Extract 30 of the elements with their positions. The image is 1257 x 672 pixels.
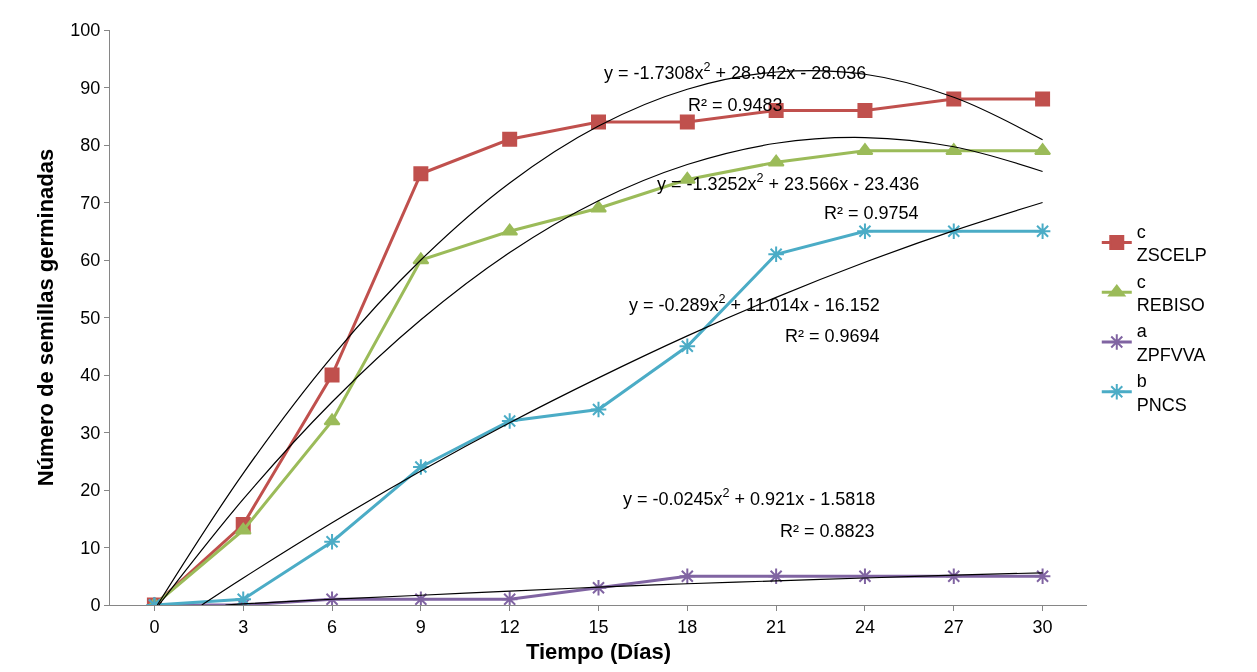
y-tick-label: 40 — [80, 365, 101, 386]
x-axis-title: Tiempo (Días) — [525, 639, 672, 665]
x-tick-label: 18 — [677, 616, 698, 637]
y-tick-label: 0 — [90, 595, 101, 616]
y-tick-label: 50 — [80, 307, 101, 328]
legend-label: b PNCS — [1136, 371, 1187, 415]
annotation: y = -0.0245x$^{2}$ + 0.921x - 1.5818 — [623, 486, 876, 509]
annotation: R² = 0.9483 — [688, 95, 783, 115]
x-tick-label: 27 — [943, 616, 964, 637]
y-tick-label: 30 — [80, 422, 101, 443]
x-tick-label: 12 — [499, 616, 520, 637]
y-tick-label: 90 — [80, 77, 101, 98]
annotation: R² = 0.8823 — [780, 521, 875, 541]
x-tick-label: 15 — [588, 616, 609, 637]
y-tick-label: 10 — [80, 537, 101, 558]
annotation: R² = 0.9694 — [785, 326, 880, 346]
x-tick-label: 3 — [238, 616, 249, 637]
x-tick-label: 6 — [327, 616, 338, 637]
y-tick-label: 60 — [80, 250, 101, 271]
annotation: R² = 0.9754 — [824, 203, 919, 223]
x-tick-label: 30 — [1032, 616, 1053, 637]
x-tick-label: 21 — [766, 616, 787, 637]
y-axis-title: Número de semillas germinadas — [33, 148, 59, 487]
x-tick-label: 0 — [149, 616, 160, 637]
x-tick-label: 24 — [854, 616, 875, 637]
y-tick-label: 80 — [80, 135, 101, 156]
y-tick-label: 70 — [80, 192, 101, 213]
y-tick-label: 100 — [70, 20, 101, 41]
x-tick-label: 9 — [415, 616, 426, 637]
y-tick-label: 20 — [80, 480, 101, 501]
